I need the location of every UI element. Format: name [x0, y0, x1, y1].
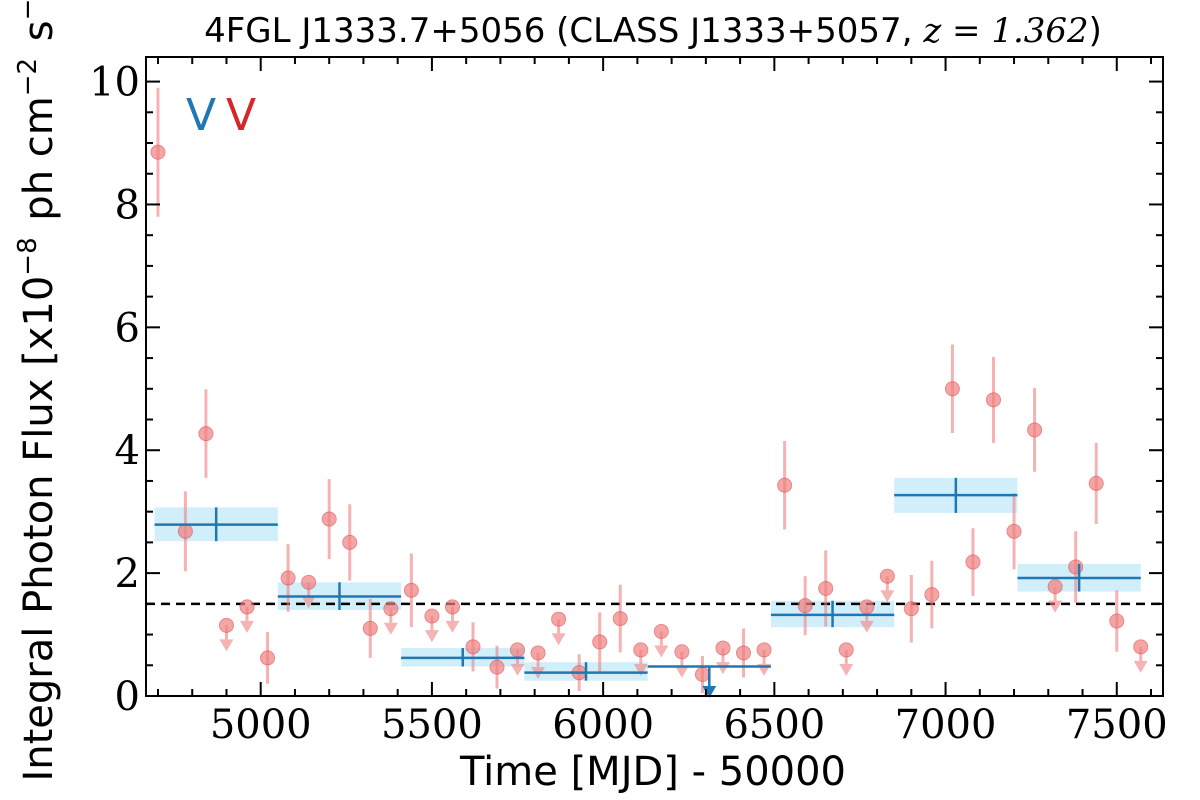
- data-point: [944, 381, 960, 397]
- upper-limit-arrow: [424, 630, 439, 643]
- upper-limit-arrow: [1133, 660, 1148, 673]
- data-point: [424, 608, 440, 624]
- y-tick-label: 2: [115, 551, 140, 597]
- data-point: [489, 659, 505, 675]
- data-point: [797, 598, 813, 614]
- corner-marker: V: [226, 90, 256, 141]
- data-point: [612, 611, 628, 627]
- upper-limit-arrow: [859, 620, 874, 633]
- data-point: [1109, 613, 1125, 629]
- data-point: [321, 511, 337, 527]
- upper-limit-arrow: [445, 620, 460, 633]
- x-tick-label: 6500: [723, 702, 825, 748]
- data-point: [859, 599, 875, 615]
- y-tick-label: 4: [115, 428, 140, 474]
- upper-limit-arrow: [674, 665, 689, 678]
- data-point: [530, 645, 546, 661]
- x-tick-label: 7500: [1066, 702, 1168, 748]
- data-point: [879, 568, 895, 584]
- data-point: [756, 642, 772, 658]
- y-tick-label: 6: [115, 305, 140, 351]
- axes-frame: [145, 56, 1164, 697]
- upper-limit-arrow: [633, 663, 648, 676]
- data-point: [342, 534, 358, 550]
- data-point: [1027, 422, 1043, 438]
- axes-border: [145, 56, 1164, 697]
- data-point: [715, 640, 731, 656]
- x-tick-label: 5000: [210, 702, 312, 748]
- data-point: [633, 642, 649, 658]
- data-point: [218, 617, 234, 633]
- data-point: [838, 642, 854, 658]
- data-point: [150, 144, 166, 160]
- data-point: [1006, 523, 1022, 539]
- data-point: [239, 599, 255, 615]
- data-point: [177, 523, 193, 539]
- chart-title: 4FGL J1333.7+5056 (CLASS J1333+5057, z =…: [204, 11, 1102, 51]
- upper-limit-arrow: [240, 620, 255, 633]
- data-point: [551, 611, 567, 627]
- upper-limit-arrow: [654, 645, 669, 658]
- plot-area: [146, 87, 1163, 698]
- upper-limit-arrow: [1048, 600, 1063, 613]
- data-point: [383, 601, 399, 617]
- data-point: [924, 587, 940, 603]
- data-point: [444, 599, 460, 615]
- upper-limit-arrow: [551, 633, 566, 646]
- data-point: [903, 601, 919, 617]
- data-point: [965, 554, 981, 570]
- data-point: [465, 639, 481, 655]
- x-tick-label: 5500: [381, 702, 483, 748]
- data-point: [592, 634, 608, 650]
- upper-limit-arrow: [301, 596, 316, 609]
- upper-limit-arrow: [839, 663, 854, 676]
- data-point: [1088, 475, 1104, 491]
- x-axis-label: Time [MJD] - 50000: [459, 749, 846, 795]
- upper-limit-arrow: [880, 590, 895, 603]
- data-point: [403, 582, 419, 598]
- x-tick-label: 7000: [895, 702, 997, 748]
- data-point: [653, 623, 669, 639]
- upper-limit-arrow: [219, 639, 234, 652]
- axis-ticks: 5000 5500 6000 6500 7000 7500 0 2 4 6 8 10: [89, 57, 1168, 748]
- data-point: [1068, 559, 1084, 575]
- data-point: [1133, 639, 1149, 655]
- data-point: [362, 620, 378, 636]
- upper-limit-arrow: [510, 663, 525, 676]
- data-point: [301, 574, 317, 590]
- data-point: [986, 392, 1001, 408]
- data-point: [777, 477, 793, 493]
- data-point: [260, 650, 276, 666]
- y-tick-label: 0: [115, 674, 140, 720]
- y-axis-label: Integral Photon Flux [x10−8 ph cm−2 s−1 …: [13, 0, 62, 782]
- data-point: [694, 666, 710, 682]
- data-point: [736, 645, 752, 661]
- data-point: [280, 570, 296, 586]
- y-tick-label: 8: [115, 182, 140, 228]
- data-point: [198, 426, 214, 442]
- x-tick-label: 6000: [552, 702, 654, 748]
- y-tick-label: 10: [89, 60, 140, 106]
- upper-limit-arrow: [715, 662, 730, 675]
- data-point: [818, 580, 834, 596]
- corner-marker: V: [186, 90, 216, 141]
- upper-limit-arrow: [383, 622, 398, 635]
- data-point: [510, 642, 526, 658]
- data-point: [674, 644, 690, 660]
- data-point: [1047, 579, 1063, 595]
